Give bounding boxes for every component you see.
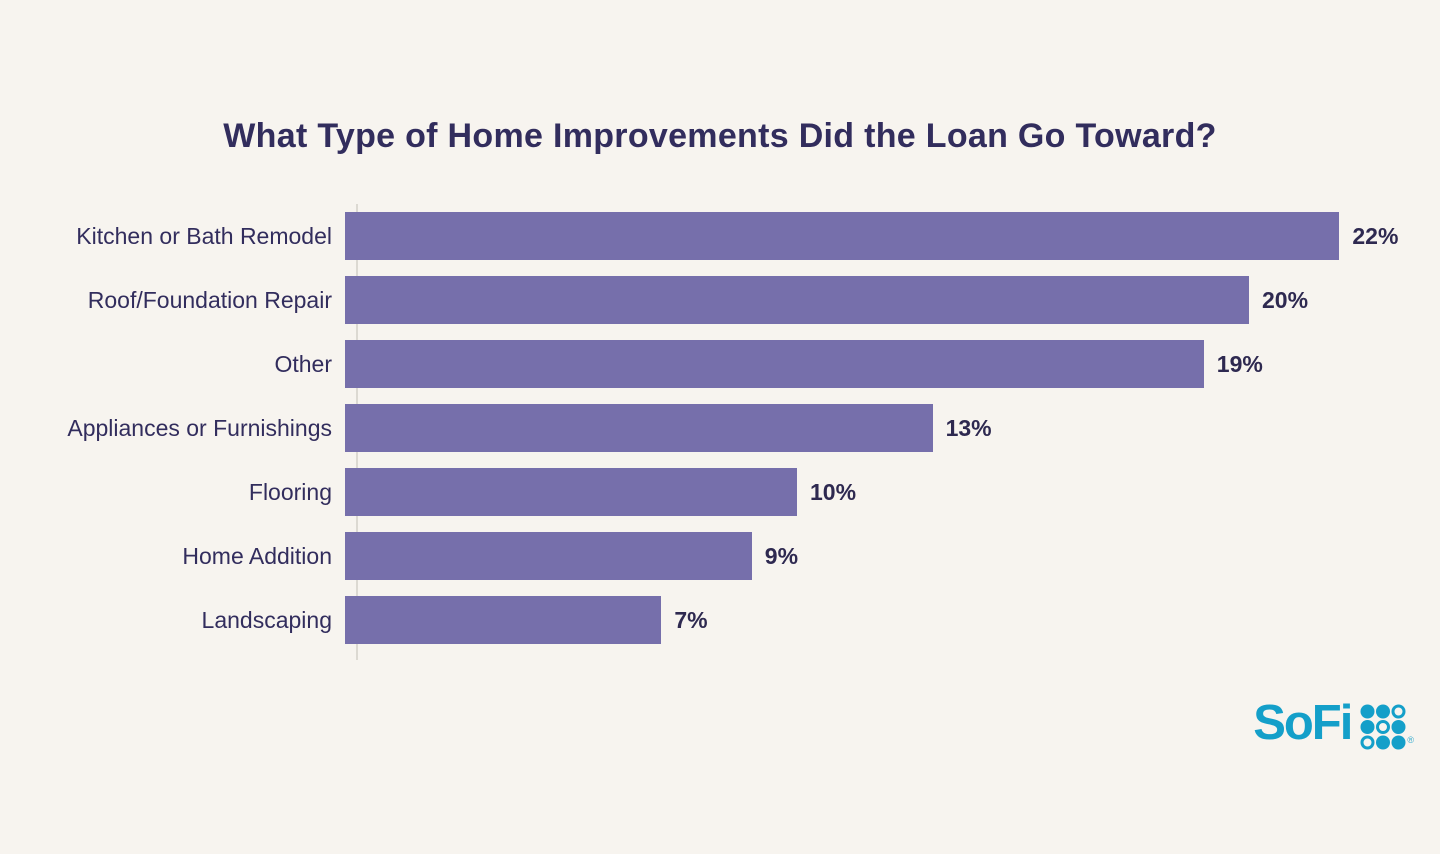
bar-zone: 22% xyxy=(345,212,1398,260)
category-label: Flooring xyxy=(248,478,332,505)
logo-dot-outline xyxy=(1376,720,1391,734)
logo-dot-filled xyxy=(1376,735,1391,750)
sofi-logo: SoFi ® xyxy=(1253,696,1414,751)
category-label: Kitchen or Bath Remodel xyxy=(76,222,332,249)
category-label: Home Addition xyxy=(182,542,332,569)
sofi-logo-grid-icon xyxy=(1360,704,1406,750)
value-label: 9% xyxy=(764,542,799,569)
bar-row: Kitchen or Bath Remodel 22% xyxy=(0,212,1440,260)
logo-dot-filled xyxy=(1391,720,1406,734)
category-label: Appliances or Furnishings xyxy=(67,414,332,441)
value-label: 13% xyxy=(945,414,992,441)
bar-row: Other 19% xyxy=(0,340,1440,388)
chart-title: What Type of Home Improvements Did the L… xyxy=(223,117,1217,155)
value-label: 22% xyxy=(1352,222,1399,249)
registered-trademark: ® xyxy=(1407,735,1414,745)
logo-dot-filled xyxy=(1376,704,1391,719)
bar-row: Roof/Foundation Repair 20% xyxy=(0,276,1440,324)
value-label: 19% xyxy=(1216,350,1263,377)
category-label: Landscaping xyxy=(201,606,332,633)
logo-dot-filled xyxy=(1360,720,1375,734)
bar-chart: Kitchen or Bath Remodel 22% Roof/Foundatio… xyxy=(0,212,1440,644)
value-label: 7% xyxy=(674,606,708,633)
bar xyxy=(345,468,797,516)
bar-zone: 13% xyxy=(345,404,992,452)
bar xyxy=(345,340,1204,388)
bar-row: Landscaping 7% xyxy=(0,596,1440,644)
value-label: 10% xyxy=(810,478,857,505)
category-label: Roof/Foundation Repair xyxy=(87,286,332,313)
sofi-logo-text: SoFi xyxy=(1253,696,1353,750)
bar xyxy=(345,276,1249,324)
bar xyxy=(345,404,933,452)
logo-dot-filled xyxy=(1391,735,1406,750)
bar-row: Flooring 10% xyxy=(0,468,1440,516)
bar-zone: 10% xyxy=(345,468,856,516)
bar-row: Home Addition 9% xyxy=(0,532,1440,580)
logo-dot-outline xyxy=(1360,735,1375,750)
bar-zone: 7% xyxy=(345,596,708,644)
logo-dot-filled xyxy=(1360,704,1375,719)
bar xyxy=(345,596,662,644)
bar-row: Appliances or Furnishings 13% xyxy=(0,404,1440,452)
value-label: 20% xyxy=(1262,286,1309,313)
bar-zone: 20% xyxy=(345,276,1308,324)
bar xyxy=(345,532,752,580)
category-label: Other xyxy=(274,350,332,377)
logo-dot-outline xyxy=(1391,704,1406,719)
bar xyxy=(345,212,1340,260)
bar-zone: 9% xyxy=(345,532,798,580)
bar-zone: 19% xyxy=(345,340,1263,388)
